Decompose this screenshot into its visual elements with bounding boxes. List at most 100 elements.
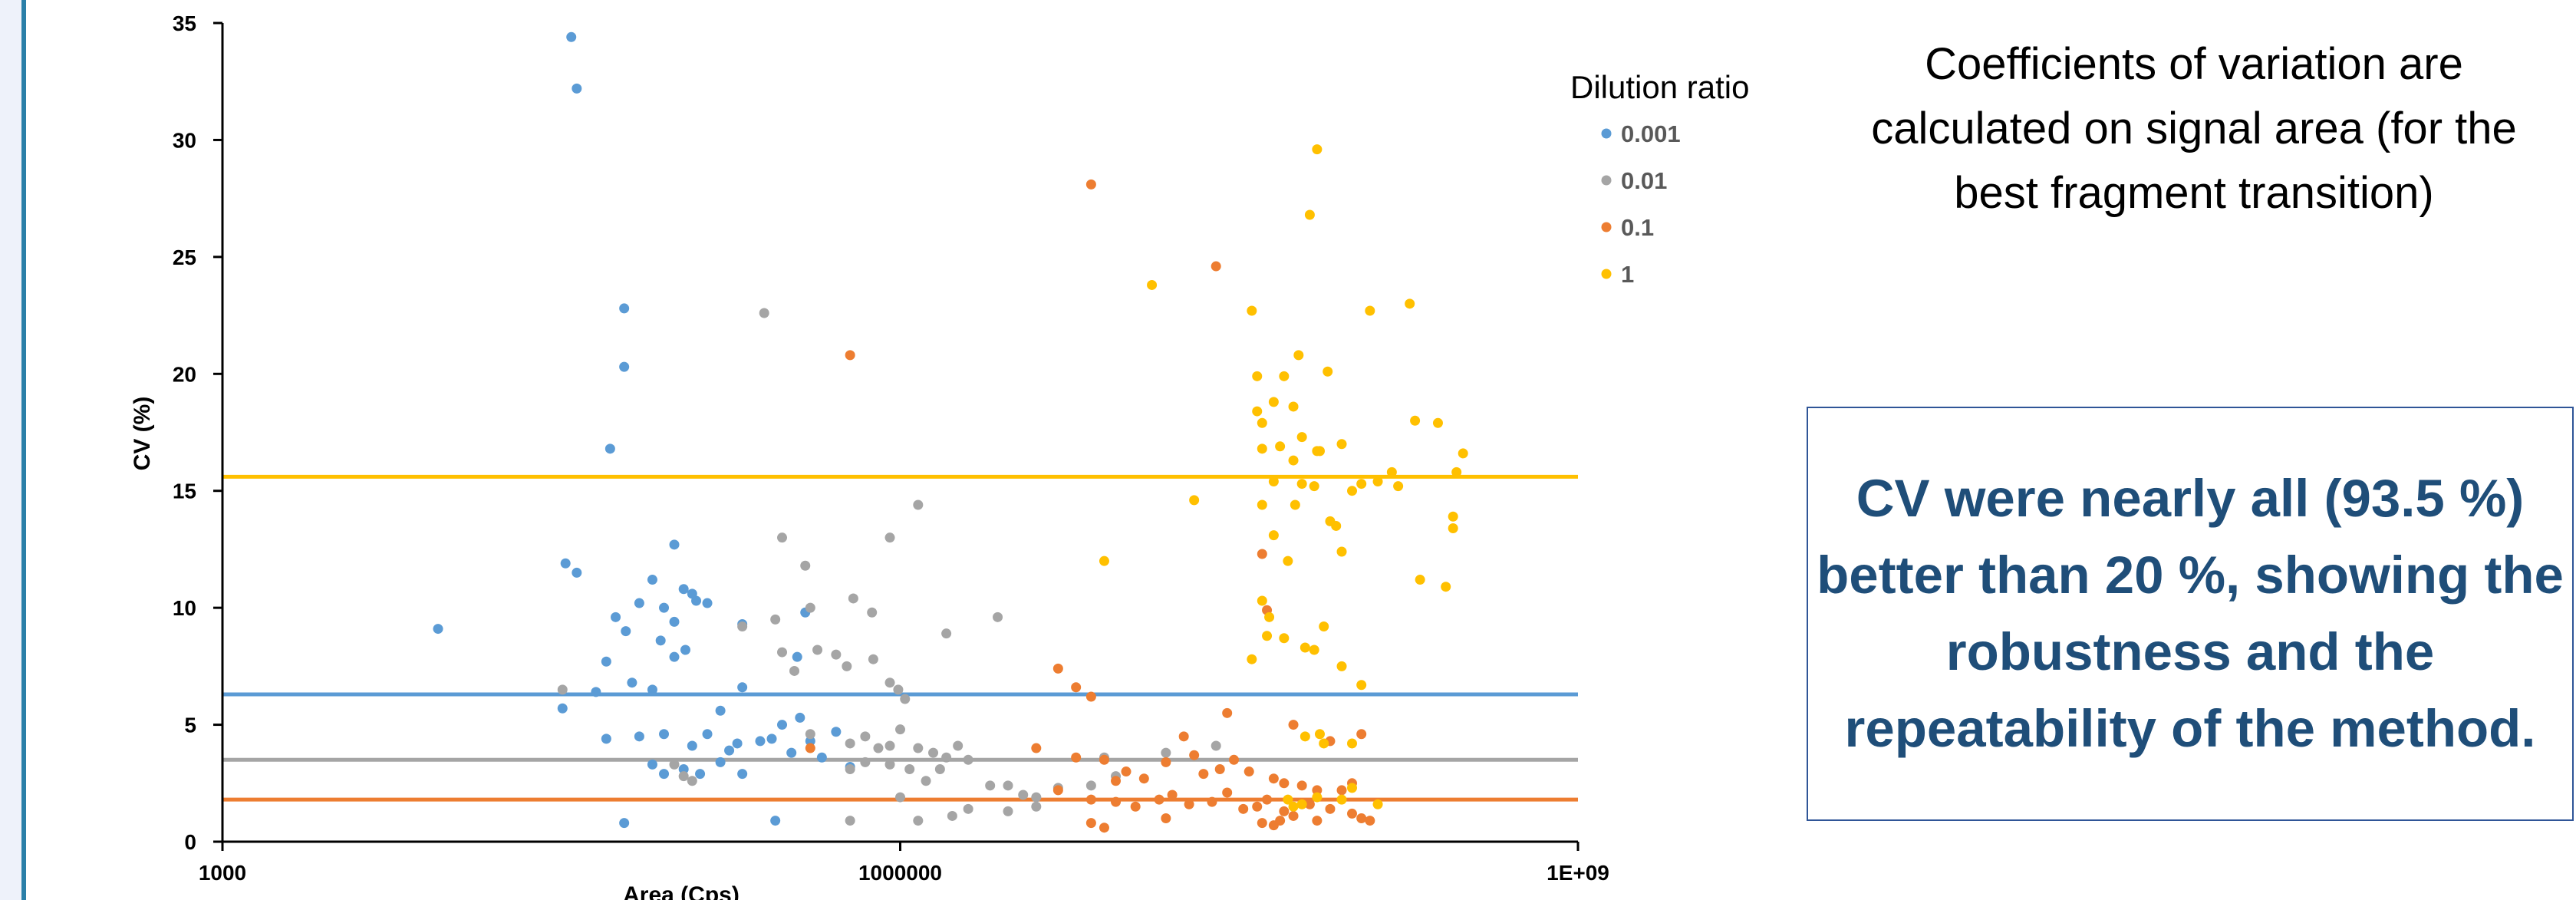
data-point-0.001 <box>611 612 621 622</box>
data-point-0.1 <box>1184 799 1194 809</box>
data-point-1 <box>1252 371 1263 381</box>
data-point-0.001 <box>755 736 766 747</box>
data-point-1 <box>1264 612 1275 622</box>
data-point-0.1 <box>1336 785 1347 796</box>
data-point-0.1 <box>1198 769 1209 780</box>
data-point-0.01 <box>845 763 855 774</box>
data-point-0.001 <box>695 769 706 780</box>
data-point-1 <box>1247 305 1257 316</box>
data-point-0.01 <box>848 593 858 604</box>
y-tick-label: 20 <box>173 362 196 386</box>
data-point-0.01 <box>1085 780 1096 791</box>
data-point-0.001 <box>770 816 781 826</box>
data-point-0.01 <box>789 665 800 676</box>
data-point-0.1 <box>1052 785 1063 796</box>
data-point-0.01 <box>913 816 924 826</box>
legend-marker-0.01 <box>1601 175 1612 186</box>
data-point-0.001 <box>655 635 666 646</box>
data-point-1 <box>1451 466 1462 477</box>
data-point-0.01 <box>860 731 871 742</box>
data-point-0.1 <box>1296 780 1307 791</box>
x-ticks: 1000 1000000 1E+09 <box>199 842 1609 885</box>
data-point-0.01 <box>1003 806 1013 816</box>
data-point-0.01 <box>867 607 878 618</box>
data-point-0.1 <box>1279 778 1290 789</box>
data-point-0.1 <box>1111 796 1122 807</box>
data-point-1 <box>1319 738 1329 749</box>
data-point-1 <box>1448 511 1458 522</box>
data-point-1 <box>1288 801 1299 812</box>
data-point-0.1 <box>1085 179 1096 190</box>
legend-label: 1 <box>1621 261 1634 288</box>
data-point-0.1 <box>1288 810 1299 821</box>
x-tick-label: 1000 <box>199 861 246 885</box>
data-point-0.1 <box>1347 808 1357 819</box>
note-text: Coefficients of variation are calculated… <box>1871 39 2517 218</box>
y-tick-label: 25 <box>173 246 196 269</box>
data-point-0.001 <box>619 818 630 829</box>
data-point-0.1 <box>1325 803 1336 814</box>
data-point-0.1 <box>1304 799 1315 809</box>
data-point-0.01 <box>800 560 811 571</box>
data-point-0.1 <box>1099 754 1109 765</box>
data-point-0.001 <box>647 684 657 695</box>
data-point-0.001 <box>619 303 630 314</box>
data-point-0.001 <box>795 712 805 723</box>
data-point-0.1 <box>1130 801 1141 812</box>
data-point-1 <box>1312 144 1323 155</box>
data-point-0.001 <box>805 736 815 747</box>
data-point-1 <box>1386 466 1397 477</box>
data-point-0.01 <box>953 740 964 751</box>
data-point-1 <box>1393 481 1404 492</box>
data-point-1 <box>1189 495 1200 506</box>
data-point-0.01 <box>669 759 680 770</box>
y-tick-label: 15 <box>173 480 196 503</box>
data-point-1 <box>1275 441 1286 452</box>
mean-lines <box>222 474 1578 802</box>
data-point-1 <box>1283 794 1293 805</box>
data-point-0.001 <box>560 558 571 569</box>
data-point-0.1 <box>805 743 815 753</box>
data-point-0.001 <box>737 682 748 693</box>
data-point-0.001 <box>678 584 689 595</box>
data-point-0.001 <box>601 656 611 667</box>
data-point-0.1 <box>1154 794 1164 805</box>
legend-label: 0.001 <box>1621 120 1681 147</box>
data-point-0.001 <box>766 734 777 744</box>
data-point-0.1 <box>1211 261 1221 272</box>
data-point-1 <box>1290 499 1300 510</box>
data-point-1 <box>1323 366 1333 377</box>
data-point-0.01 <box>737 621 748 632</box>
data-point-1 <box>1293 350 1304 361</box>
data-point-0.1 <box>1167 790 1178 800</box>
data-point-1 <box>1147 279 1158 290</box>
data-point-0.01 <box>831 649 842 660</box>
data-point-0.001 <box>557 703 568 714</box>
y-axis-label: CV (%) <box>130 397 155 471</box>
data-point-0.01 <box>873 743 884 753</box>
scatter-points <box>433 31 1468 833</box>
data-point-1 <box>1365 305 1375 316</box>
data-point-0.1 <box>1085 818 1096 829</box>
data-point-0.001 <box>777 720 788 730</box>
x-tick-label: 1E+09 <box>1547 861 1609 885</box>
data-point-0.001 <box>792 651 802 662</box>
data-point-0.001 <box>634 731 644 742</box>
x-tick-label: 1000000 <box>858 861 942 885</box>
data-point-0.1 <box>1356 729 1367 740</box>
x-axis-label: Area (Cps) <box>623 882 740 900</box>
data-point-0.1 <box>1121 766 1132 777</box>
data-point-0.1 <box>1161 757 1171 767</box>
data-point-0.001 <box>566 31 577 42</box>
data-point-0.1 <box>1222 787 1233 798</box>
data-point-0.1 <box>1071 752 1082 763</box>
data-point-1 <box>1319 621 1329 632</box>
data-point-0.01 <box>884 532 895 543</box>
data-point-0.01 <box>1031 801 1042 812</box>
data-point-0.1 <box>1207 796 1217 807</box>
y-tick-label: 5 <box>184 714 196 737</box>
data-point-0.001 <box>659 769 670 780</box>
data-point-1 <box>1268 476 1279 487</box>
data-point-0.1 <box>1356 813 1367 824</box>
